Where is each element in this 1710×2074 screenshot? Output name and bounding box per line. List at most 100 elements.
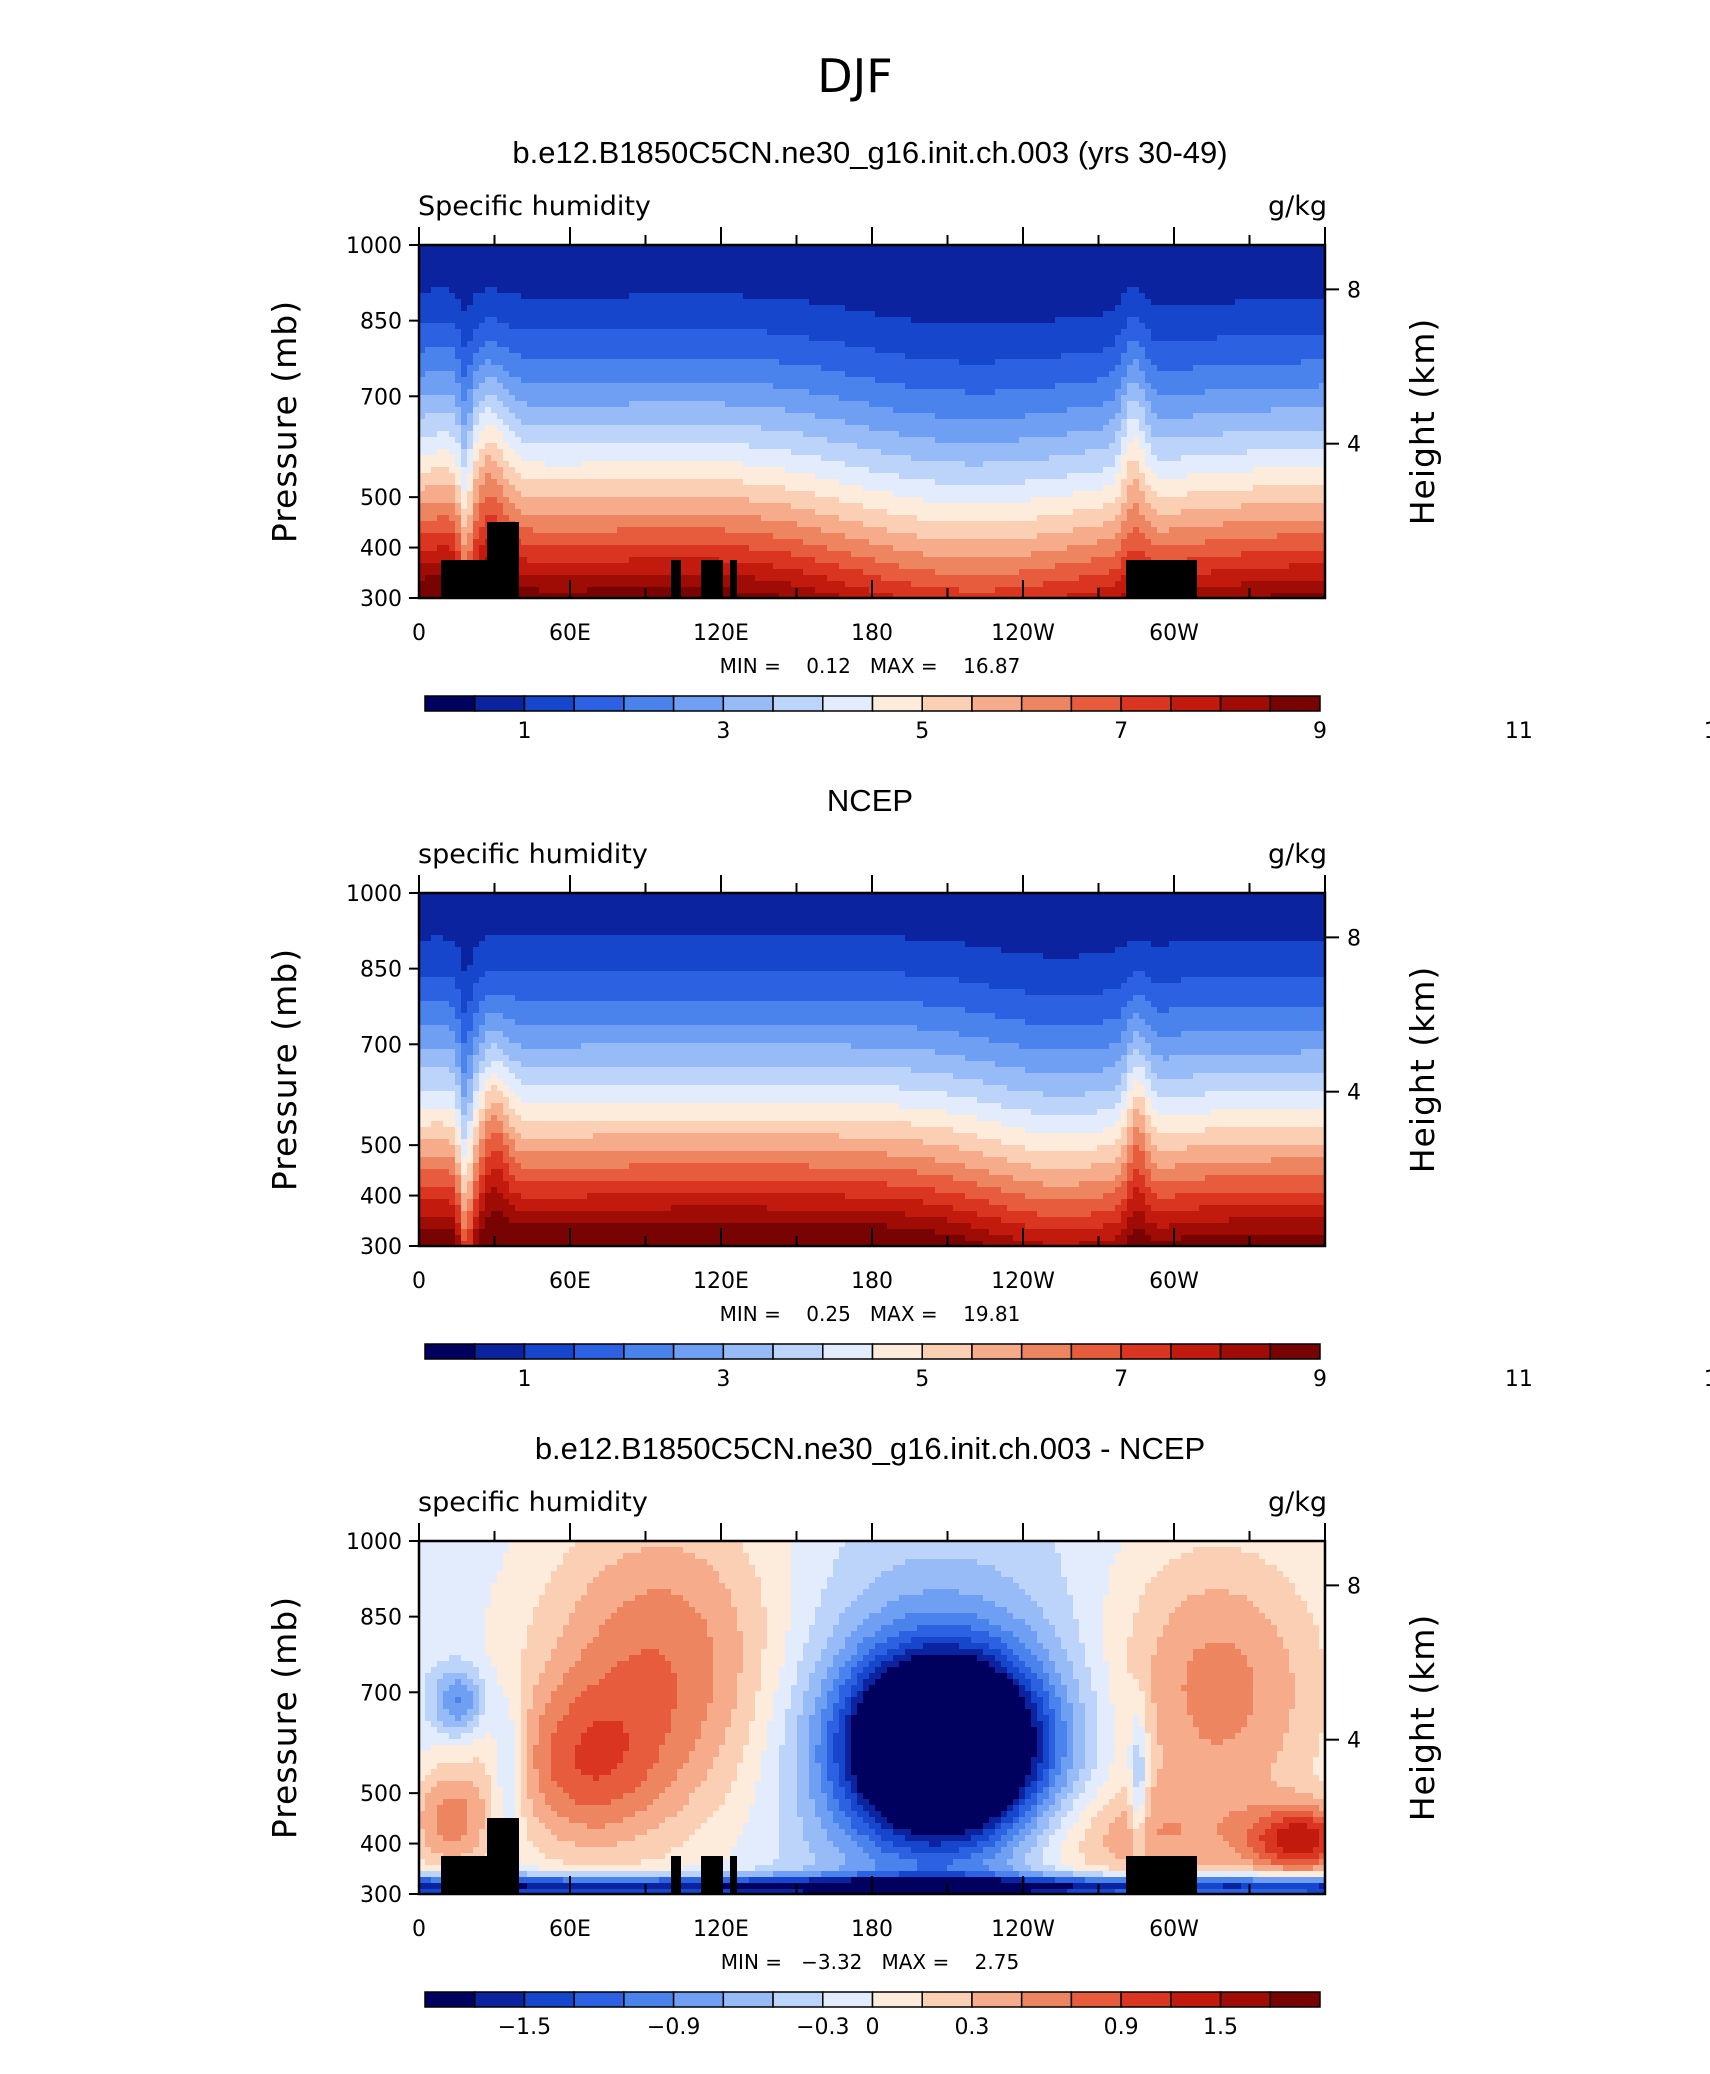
contour-cell xyxy=(581,323,588,330)
contour-cell xyxy=(989,359,996,366)
contour-cell xyxy=(1259,425,1266,432)
contour-cell xyxy=(1091,287,1098,294)
contour-cell xyxy=(491,269,498,276)
contour-cell xyxy=(1157,287,1164,294)
contour-cell xyxy=(947,311,954,318)
contour-cell xyxy=(647,413,654,420)
contour-cell xyxy=(1247,341,1254,348)
contour-cell xyxy=(977,317,984,324)
contour-cell xyxy=(707,419,714,426)
contour-cell xyxy=(971,395,978,402)
contour-cell xyxy=(791,359,798,366)
contour-cell xyxy=(1133,275,1140,282)
contour-cell xyxy=(683,269,690,276)
contour-cell xyxy=(989,251,996,258)
contour-cell xyxy=(1301,437,1308,444)
contour-cell xyxy=(563,311,570,318)
contour-cell xyxy=(701,329,708,336)
contour-cell xyxy=(695,341,702,348)
contour-cell xyxy=(1229,425,1236,432)
contour-cell xyxy=(815,269,822,276)
contour-cell xyxy=(581,263,588,270)
contour-cell xyxy=(1283,269,1290,276)
contour-cell xyxy=(617,317,624,324)
contour-cell xyxy=(527,347,534,354)
contour-cell xyxy=(773,299,780,306)
contour-cell xyxy=(785,383,792,390)
contour-cell xyxy=(1289,389,1296,396)
contour-cell xyxy=(455,263,462,270)
contour-cell xyxy=(1223,359,1230,366)
contour-cell xyxy=(617,407,624,414)
contour-cell xyxy=(1199,401,1206,408)
contour-cell xyxy=(1109,281,1116,288)
contour-cell xyxy=(1211,377,1218,384)
contour-cell xyxy=(557,407,564,414)
contour-cell xyxy=(1319,437,1325,444)
contour-cell xyxy=(437,431,444,438)
contour-cell xyxy=(581,305,588,312)
contour-cell xyxy=(629,395,636,402)
contour-cell xyxy=(1019,293,1026,300)
contour-cell xyxy=(677,425,684,432)
contour-cell xyxy=(683,341,690,348)
contour-cell xyxy=(575,389,582,396)
contour-cell xyxy=(1037,383,1044,390)
contour-cell xyxy=(1259,365,1266,372)
contour-cell xyxy=(533,413,540,420)
contour-cell xyxy=(605,413,612,420)
contour-cell xyxy=(1097,341,1104,348)
contour-cell xyxy=(737,293,744,300)
contour-cell xyxy=(743,323,750,330)
contour-cell xyxy=(593,323,600,330)
contour-cell xyxy=(809,305,816,312)
contour-cell xyxy=(749,431,756,438)
contour-cell xyxy=(515,431,522,438)
contour-cell xyxy=(755,323,762,330)
contour-cell xyxy=(749,419,756,426)
contour-cell xyxy=(611,431,618,438)
contour-cell xyxy=(863,257,870,264)
contour-cell xyxy=(425,401,432,408)
contour-cell xyxy=(989,293,996,300)
contour-cell xyxy=(1277,359,1284,366)
contour-cell xyxy=(695,251,702,258)
contour-cell xyxy=(1079,317,1086,324)
contour-cell xyxy=(791,365,798,372)
contour-cell xyxy=(419,299,426,306)
contour-cell xyxy=(1127,401,1134,408)
contour-cell xyxy=(893,263,900,270)
contour-cell xyxy=(677,299,684,306)
contour-cell xyxy=(1163,317,1170,324)
contour-cell xyxy=(755,281,762,288)
contour-cell xyxy=(1001,401,1008,408)
contour-cell xyxy=(1181,257,1188,264)
contour-cell xyxy=(479,347,486,354)
contour-cell xyxy=(1127,377,1134,384)
contour-cell xyxy=(599,389,606,396)
contour-cell xyxy=(809,323,816,330)
contour-cell xyxy=(1169,347,1176,354)
contour-cell xyxy=(1253,341,1260,348)
contour-cell xyxy=(935,317,942,324)
contour-cell xyxy=(449,383,456,390)
contour-cell xyxy=(425,413,432,420)
contour-cell xyxy=(965,407,972,414)
contour-cell xyxy=(1145,251,1152,258)
contour-cell xyxy=(509,317,516,324)
contour-cell xyxy=(635,359,642,366)
contour-cell xyxy=(785,371,792,378)
contour-cell xyxy=(785,365,792,372)
contour-cell xyxy=(479,389,486,396)
contour-cell xyxy=(731,299,738,306)
contour-cell xyxy=(617,251,624,258)
contour-cell xyxy=(1301,413,1308,420)
contour-cell xyxy=(779,269,786,276)
contour-cell xyxy=(1151,251,1158,258)
contour-cell xyxy=(647,329,654,336)
contour-cell xyxy=(1103,269,1110,276)
contour-cell xyxy=(911,353,918,360)
contour-cell xyxy=(1127,245,1134,252)
contour-cell xyxy=(623,383,630,390)
contour-cell xyxy=(803,425,810,432)
